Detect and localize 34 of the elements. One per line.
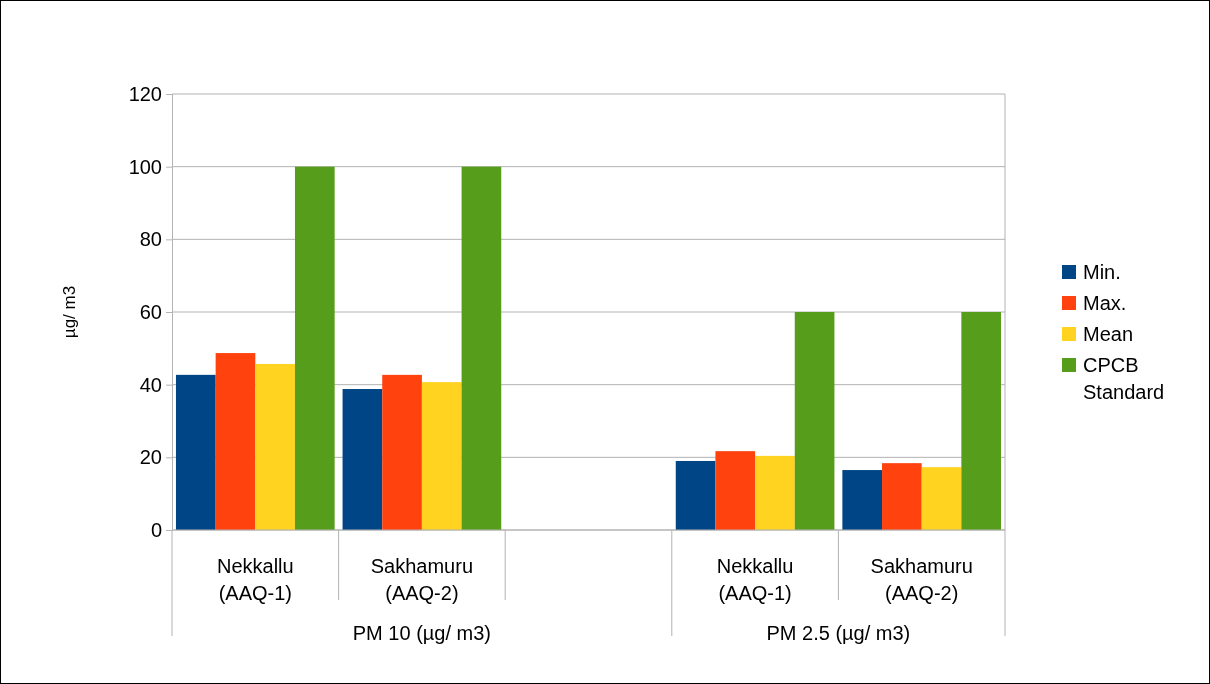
- y-tick-label: 100: [128, 155, 162, 178]
- bar: [421, 382, 462, 530]
- x-tick-label: Nekkallu (AAQ-1): [216, 555, 294, 604]
- bar: [294, 166, 335, 530]
- bar: [961, 312, 1002, 530]
- legend-label: CPCB Standard: [1083, 354, 1165, 403]
- legend-label: Mean: [1083, 323, 1134, 345]
- y-tick-label: 120: [128, 82, 162, 105]
- bar: [715, 451, 756, 530]
- legend-label: Max.: [1083, 292, 1127, 314]
- bar: [461, 166, 502, 530]
- y-tick-label: 0: [150, 518, 162, 541]
- x-tick-label: Sakhamuru (AAQ-2): [870, 555, 973, 604]
- y-tick-label: 60: [139, 300, 162, 323]
- bar: [755, 455, 795, 530]
- bar: [175, 374, 216, 530]
- bar: [255, 363, 295, 530]
- bar: [342, 389, 383, 530]
- legend-label: Min.: [1083, 261, 1121, 283]
- y-tick-label: 20: [139, 446, 162, 469]
- bar: [794, 312, 835, 530]
- y-tick-label: 80: [139, 228, 162, 251]
- x-tick-label: Sakhamuru (AAQ-2): [370, 555, 474, 604]
- bar: [215, 353, 256, 530]
- x-tick-label: Nekkallu (AAQ-1): [716, 555, 794, 604]
- text: PM 10 (µg/ m3): [352, 622, 492, 644]
- bar: [382, 374, 422, 530]
- bar: [675, 460, 716, 530]
- bar: [882, 463, 922, 530]
- y-tick-label: 40: [139, 373, 162, 396]
- text: PM 2.5 (µg/ m3): [766, 622, 911, 644]
- bar: [842, 470, 883, 530]
- bar: [921, 467, 962, 530]
- y-axis-title: µg/ m3: [60, 285, 79, 339]
